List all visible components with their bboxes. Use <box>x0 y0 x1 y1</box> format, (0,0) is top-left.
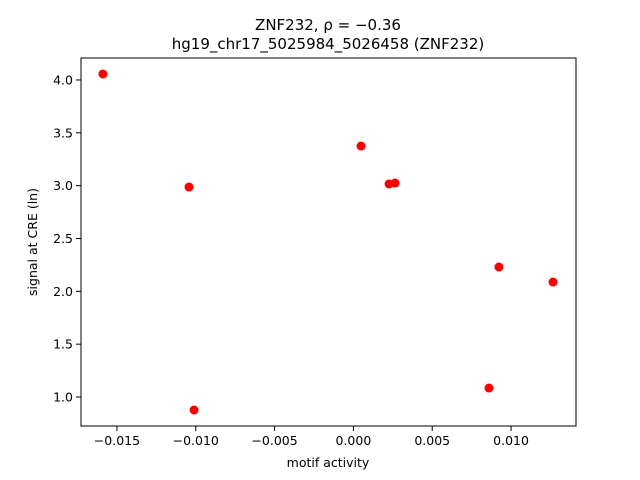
point <box>548 277 558 287</box>
chart-title: ZNF232, ρ = −0.36 <box>255 16 401 34</box>
x-tick-label: 0.000 <box>336 433 372 448</box>
point <box>356 141 366 151</box>
plot-frame <box>80 57 577 427</box>
y-tick-label: 2.5 <box>53 231 73 246</box>
point <box>189 405 199 415</box>
x-tick-label: 0.005 <box>414 433 450 448</box>
y-axis-label: signal at CRE (ln) <box>25 188 40 296</box>
y-tick-label: 1.0 <box>53 390 73 405</box>
x-axis-label: motif activity <box>287 455 370 470</box>
x-tick-label: −0.010 <box>173 433 219 448</box>
y-tick-label: 2.0 <box>53 284 73 299</box>
point <box>484 383 494 393</box>
point <box>98 69 108 79</box>
x-tick-label: −0.015 <box>94 433 140 448</box>
chart-subtitle: hg19_chr17_5025984_5026458 (ZNF232) <box>172 35 484 54</box>
x-tick-label: 0.010 <box>493 433 529 448</box>
point <box>390 178 400 188</box>
y-tick-label: 3.5 <box>53 125 73 140</box>
y-tick-label: 3.0 <box>53 178 73 193</box>
y-tick-label: 1.5 <box>53 337 73 352</box>
y-tick-label: 4.0 <box>53 72 73 87</box>
point <box>184 182 194 192</box>
x-tick-label: −0.005 <box>251 433 297 448</box>
point <box>494 262 504 272</box>
